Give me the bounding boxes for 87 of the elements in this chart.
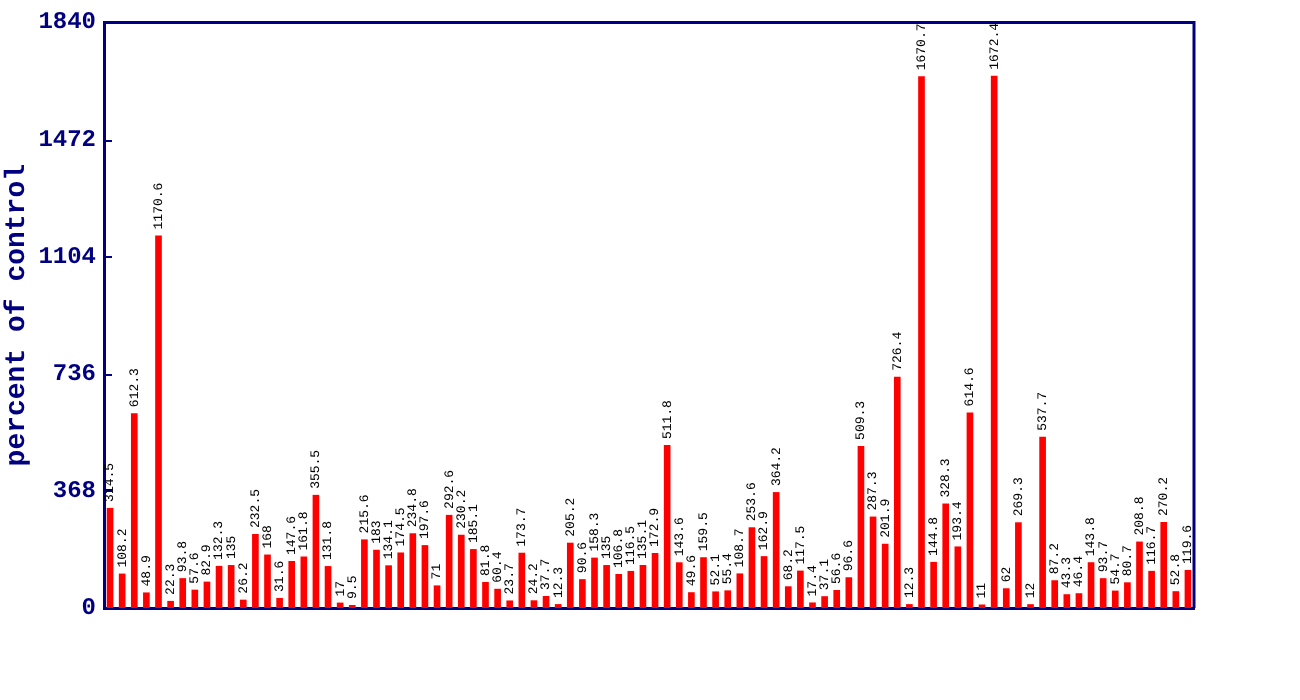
bar [700, 557, 707, 608]
bar [1160, 522, 1168, 608]
bar [1002, 588, 1010, 608]
bar [603, 565, 610, 608]
bar [324, 566, 332, 608]
bar [954, 546, 962, 608]
bar [881, 543, 889, 608]
bar [1184, 569, 1192, 608]
bar [155, 235, 162, 608]
y-tick-label: 0 [81, 594, 96, 623]
bar [1124, 582, 1131, 608]
bar [566, 542, 574, 608]
bar [385, 565, 392, 608]
bar [1148, 570, 1155, 608]
bar [821, 596, 828, 608]
bar [130, 413, 138, 608]
bar [627, 570, 635, 608]
bar [470, 549, 477, 608]
bar [1015, 522, 1022, 608]
bar [276, 597, 283, 608]
bar [748, 527, 756, 608]
bar [530, 600, 538, 608]
bar [143, 592, 150, 608]
bar [482, 581, 489, 608]
bar [1111, 590, 1119, 608]
bar [361, 539, 368, 608]
bar [264, 554, 271, 608]
y-tick-label: 368 [52, 476, 96, 505]
bar [252, 534, 259, 608]
bar [542, 596, 550, 608]
bar [445, 514, 453, 608]
bar [1051, 580, 1059, 608]
bar [845, 577, 853, 608]
bar [106, 507, 114, 608]
bar [457, 534, 465, 608]
bar [1039, 436, 1046, 608]
bar [675, 562, 683, 608]
bar [809, 602, 816, 608]
y-tick-label: 1840 [38, 8, 96, 37]
bar [966, 412, 974, 608]
bar [1087, 562, 1095, 608]
bar [639, 565, 647, 608]
bar [724, 590, 732, 608]
bar [833, 589, 841, 608]
bar [930, 561, 937, 608]
bar [857, 445, 865, 608]
bar [579, 579, 586, 608]
bar [615, 574, 623, 608]
bar [1172, 591, 1180, 608]
bar [1136, 541, 1143, 608]
bar [518, 552, 526, 608]
bar [179, 578, 187, 608]
bar [893, 376, 901, 608]
bar [506, 600, 514, 608]
bar [215, 565, 223, 608]
bar [736, 573, 744, 608]
bar [1099, 578, 1107, 608]
bar [869, 516, 877, 608]
bar [421, 545, 429, 608]
bar [784, 586, 792, 608]
y-tick-label: 736 [52, 359, 96, 388]
bar [409, 533, 417, 608]
bar [591, 557, 598, 608]
bar [239, 599, 247, 608]
bar [227, 565, 235, 608]
bar [797, 570, 804, 608]
bar [397, 552, 405, 608]
bar [772, 492, 780, 608]
y-axis-title: percent of control [1, 163, 34, 467]
y-tick-label: 1104 [38, 242, 96, 271]
bar [433, 585, 441, 608]
bar [663, 445, 671, 608]
bar [990, 75, 998, 608]
bar [651, 552, 659, 608]
bar [942, 503, 950, 608]
bar [312, 494, 320, 608]
bar [1063, 594, 1071, 608]
y-tick-label: 1472 [38, 125, 96, 154]
bar [1075, 593, 1083, 608]
bar [167, 600, 174, 608]
bar [918, 76, 925, 608]
bar [373, 549, 380, 608]
bar [288, 561, 296, 608]
bar [494, 588, 501, 608]
bar [712, 591, 719, 608]
bar [760, 556, 768, 608]
bar [688, 592, 695, 608]
